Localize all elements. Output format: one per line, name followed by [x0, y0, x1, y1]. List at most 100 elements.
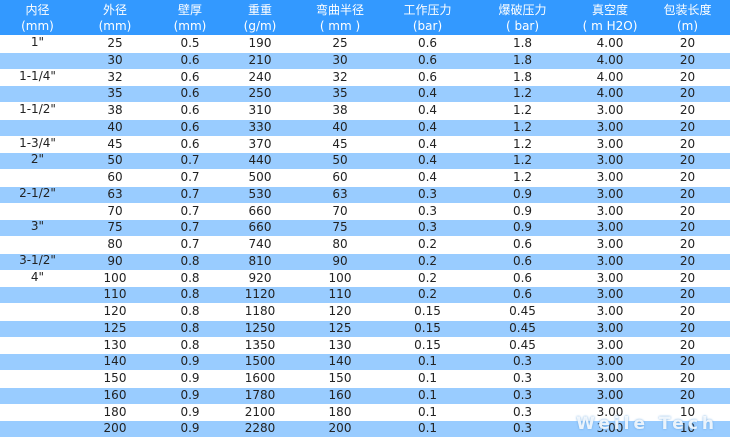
- size-cell: 3": [0, 220, 75, 236]
- data-cell: 150: [75, 371, 155, 387]
- data-cell: 0.3: [385, 220, 470, 236]
- data-cell: 3.00: [575, 421, 645, 437]
- data-cell: 130: [295, 337, 385, 354]
- data-cell: 80: [75, 237, 155, 253]
- table-row: 180 0.9 2100 180 0.1 0.3 3.00 10: [0, 404, 730, 421]
- data-cell: 3.00: [575, 320, 645, 337]
- data-cell: 30: [295, 52, 385, 69]
- table-row: 140 0.9 1500 140 0.1 0.3 3.00 20: [0, 354, 730, 370]
- size-cell: [0, 86, 75, 102]
- table-body: 1" 25 0.5 190 25 0.6 1.8 4.00 20 30 0.6 210 30 0.6 1.8…: [0, 36, 730, 437]
- data-cell: 3.00: [575, 270, 645, 287]
- header-unit: (mm): [173, 18, 207, 33]
- size-cell: [0, 237, 75, 253]
- data-cell: 0.6: [470, 287, 575, 303]
- data-cell: 0.7: [155, 170, 225, 186]
- data-cell: 1.2: [470, 136, 575, 153]
- data-cell: 0.8: [155, 337, 225, 354]
- data-cell: 4.00: [575, 36, 645, 52]
- table-row: 60 0.7 500 60 0.4 1.2 3.00 20: [0, 170, 730, 186]
- size-cell: [0, 404, 75, 421]
- data-cell: 20: [645, 320, 730, 337]
- data-cell: 3.00: [575, 387, 645, 404]
- data-cell: 190: [225, 36, 295, 52]
- size-cell: [0, 304, 75, 320]
- table-row: 1-3/4" 45 0.6 370 45 0.4 1.2 3.00 20: [0, 136, 730, 153]
- header-name: 爆破压力: [498, 2, 547, 17]
- data-cell: 0.9: [155, 371, 225, 387]
- data-cell: 0.7: [155, 153, 225, 169]
- data-cell: 35: [75, 86, 155, 102]
- data-cell: 20: [645, 354, 730, 370]
- size-cell: 1-3/4": [0, 136, 75, 153]
- data-cell: 0.6: [385, 36, 470, 52]
- data-cell: 2100: [225, 404, 295, 421]
- header-unit: (mm): [21, 18, 54, 33]
- header-name: 包装长度: [663, 2, 712, 17]
- table-row: 120 0.8 1180 120 0.15 0.45 3.00 20: [0, 304, 730, 320]
- data-cell: 1.2: [470, 119, 575, 136]
- header-cell: 外径 (mm): [75, 0, 155, 35]
- data-cell: 0.6: [470, 253, 575, 270]
- size-cell: [0, 387, 75, 404]
- data-cell: 20: [645, 153, 730, 169]
- table-row: 130 0.8 1350 130 0.15 0.45 3.00 20: [0, 337, 730, 354]
- data-cell: 50: [295, 153, 385, 169]
- data-cell: 0.15: [385, 337, 470, 354]
- data-cell: 530: [225, 186, 295, 203]
- data-cell: 1.8: [470, 36, 575, 52]
- size-cell: 1": [0, 36, 75, 52]
- header-name: 真空度: [591, 2, 628, 17]
- data-cell: 110: [295, 287, 385, 303]
- data-cell: 200: [295, 421, 385, 437]
- data-cell: 20: [645, 86, 730, 102]
- data-cell: 125: [75, 320, 155, 337]
- data-cell: 90: [295, 253, 385, 270]
- data-cell: 20: [645, 119, 730, 136]
- size-cell: [0, 320, 75, 337]
- data-cell: 10: [645, 421, 730, 437]
- data-cell: 740: [225, 237, 295, 253]
- data-cell: 0.9: [155, 421, 225, 437]
- data-cell: 1600: [225, 371, 295, 387]
- data-cell: 3.00: [575, 354, 645, 370]
- data-cell: 3.00: [575, 186, 645, 203]
- data-cell: 1.2: [470, 170, 575, 186]
- data-cell: 30: [75, 52, 155, 69]
- data-cell: 100: [75, 270, 155, 287]
- data-cell: 10: [645, 404, 730, 421]
- data-cell: 90: [75, 253, 155, 270]
- data-cell: 70: [295, 203, 385, 220]
- header-unit: ( m H2O): [582, 18, 638, 33]
- data-cell: 4.00: [575, 52, 645, 69]
- table-row: 80 0.7 740 80 0.2 0.6 3.00 20: [0, 237, 730, 253]
- header-name: 重重: [247, 2, 272, 17]
- data-cell: 20: [645, 371, 730, 387]
- data-cell: 0.6: [155, 86, 225, 102]
- data-cell: 3.00: [575, 170, 645, 186]
- data-cell: 63: [75, 186, 155, 203]
- header-cell: 壁厚 (mm): [155, 0, 225, 35]
- data-cell: 35: [295, 86, 385, 102]
- data-cell: 25: [295, 36, 385, 52]
- header-unit: (m): [676, 18, 699, 33]
- data-cell: 0.6: [470, 237, 575, 253]
- data-cell: 3.00: [575, 136, 645, 153]
- data-cell: 110: [75, 287, 155, 303]
- data-cell: 0.6: [385, 69, 470, 86]
- data-cell: 3.00: [575, 237, 645, 253]
- table-row: 30 0.6 210 30 0.6 1.8 4.00 20: [0, 52, 730, 69]
- table-row: 1-1/2" 38 0.6 310 38 0.4 1.2 3.00 20: [0, 103, 730, 119]
- data-cell: 3.00: [575, 203, 645, 220]
- data-cell: 3.00: [575, 103, 645, 119]
- data-cell: 32: [295, 69, 385, 86]
- data-cell: 0.45: [470, 304, 575, 320]
- data-cell: 20: [645, 253, 730, 270]
- data-cell: 1.2: [470, 86, 575, 102]
- data-cell: 0.9: [470, 220, 575, 236]
- data-cell: 125: [295, 320, 385, 337]
- data-cell: 0.8: [155, 304, 225, 320]
- data-cell: 120: [75, 304, 155, 320]
